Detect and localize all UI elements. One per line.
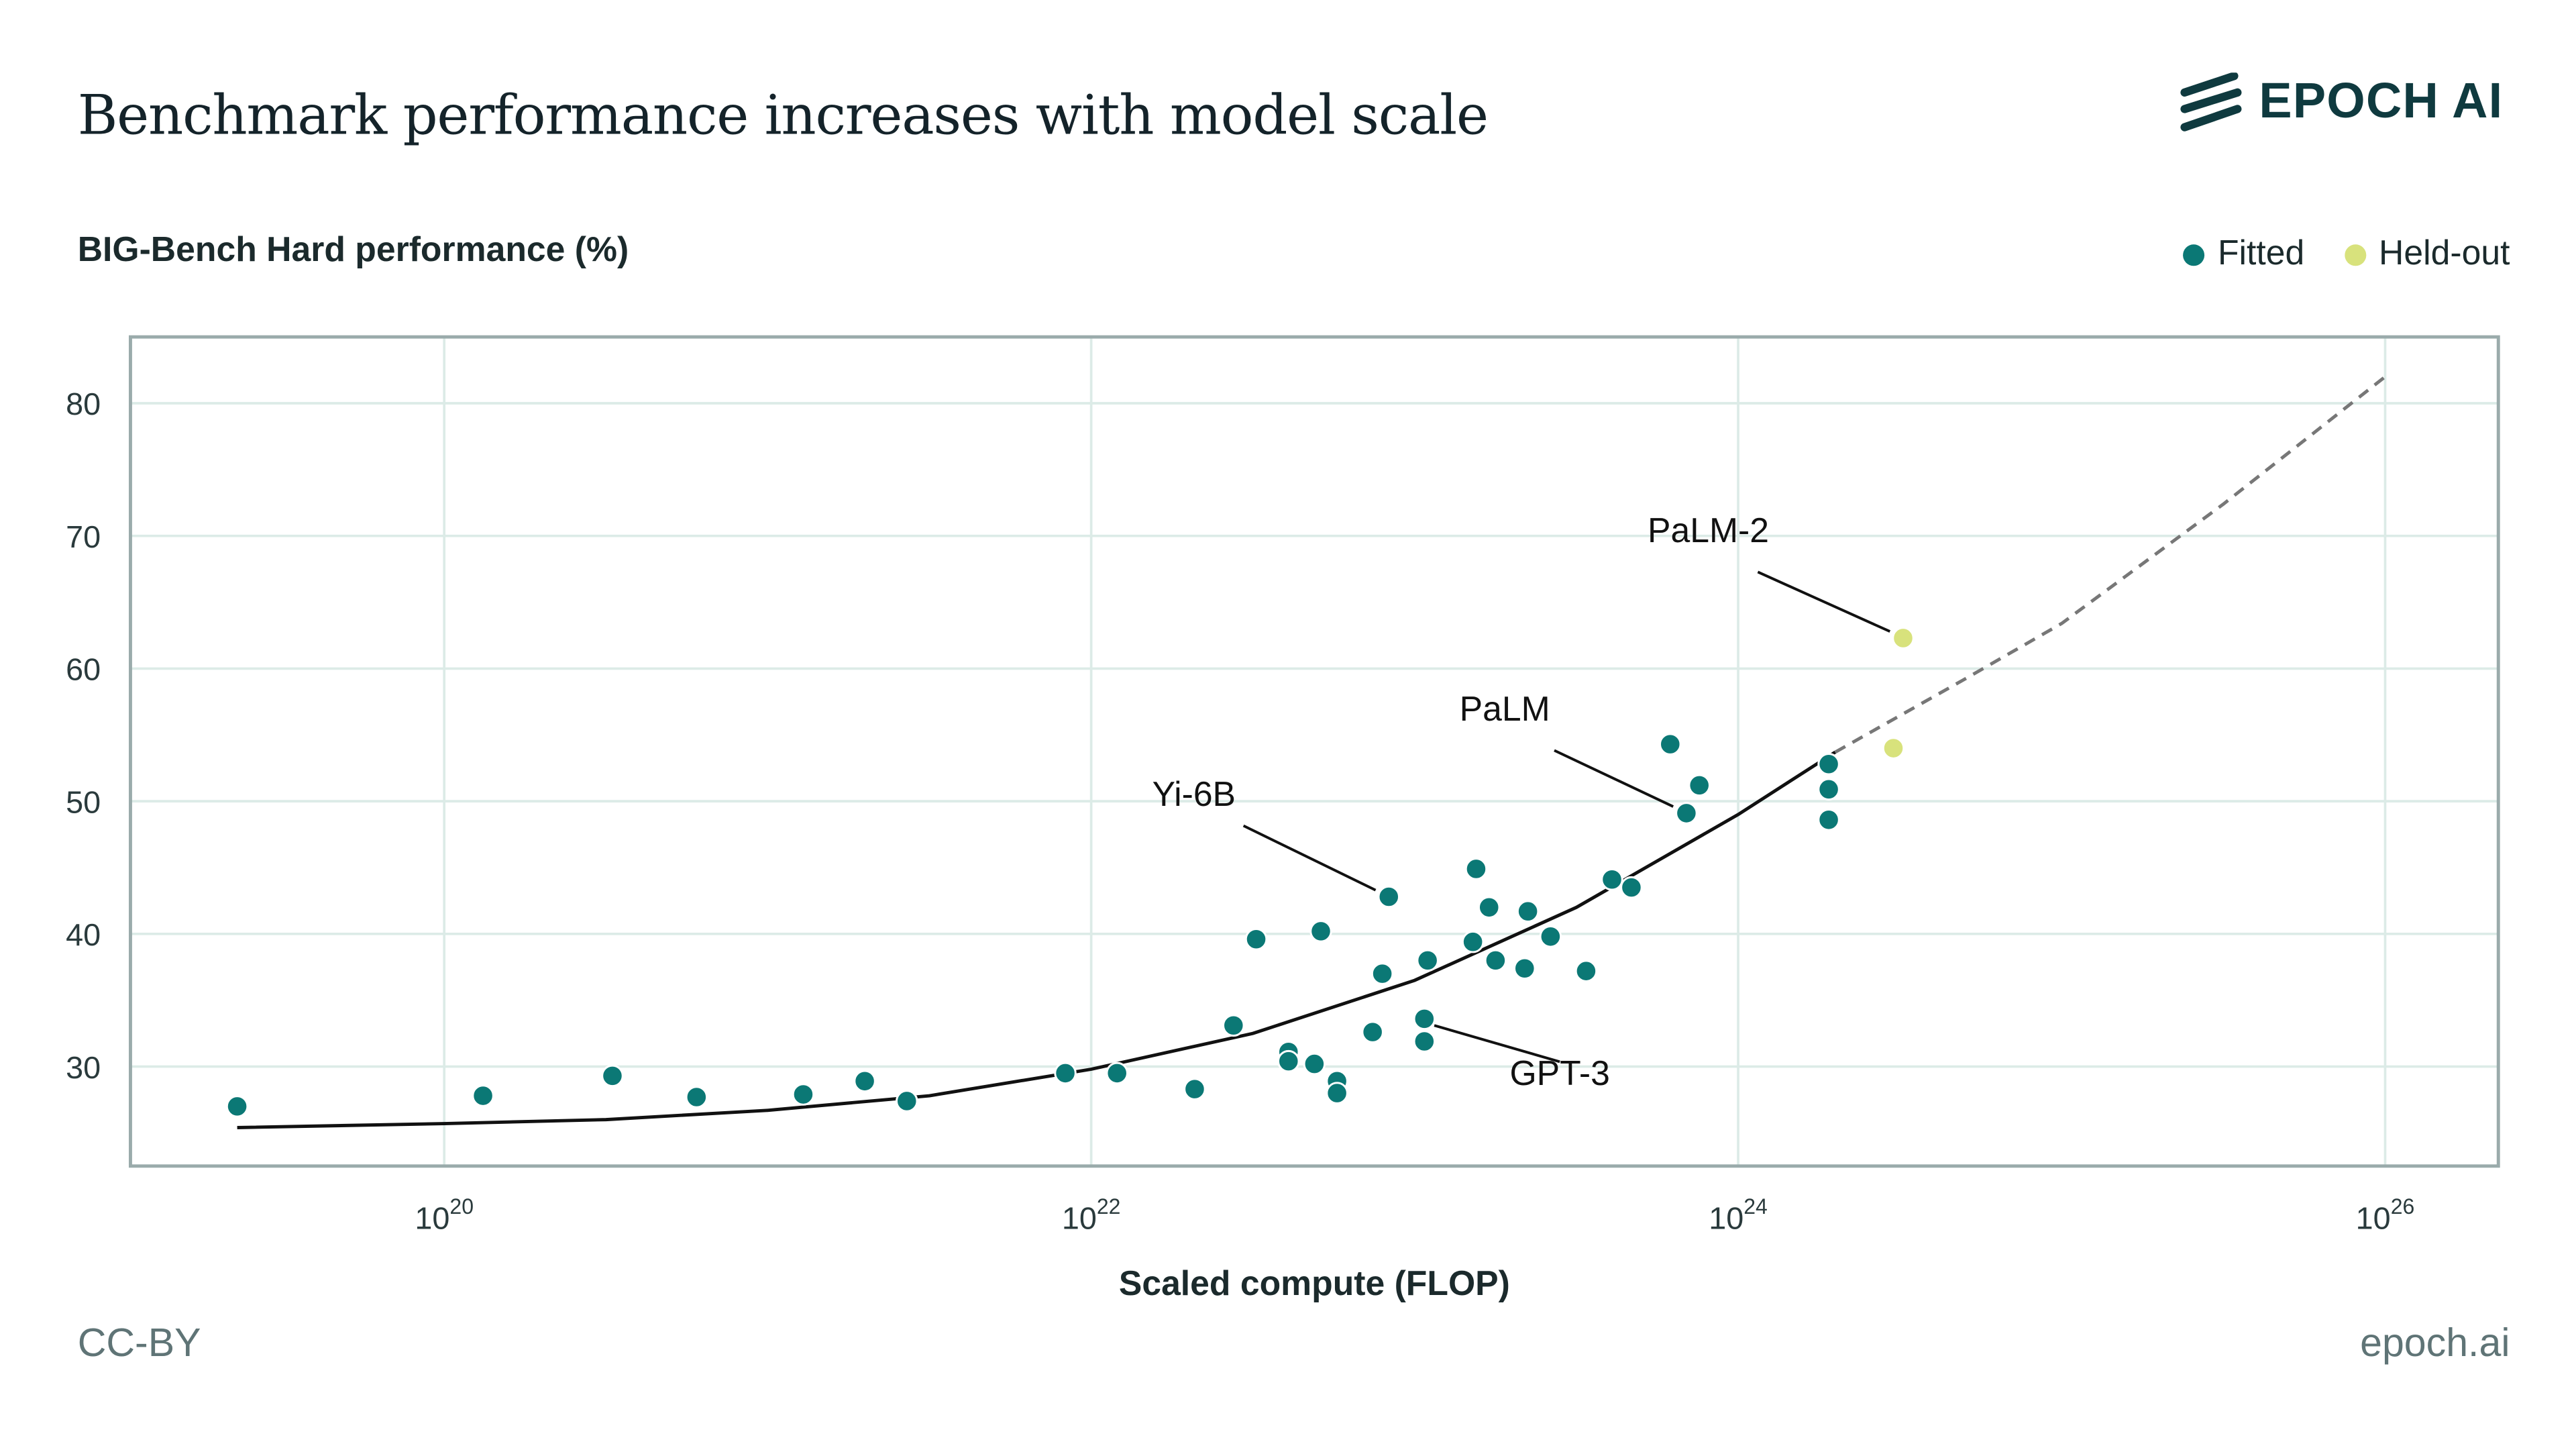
fitted-point	[1244, 928, 1268, 951]
fitted-point	[1303, 1052, 1326, 1076]
fitted-point	[1574, 960, 1598, 982]
fitted-point	[1478, 896, 1501, 919]
site-label: epoch.ai	[2360, 1321, 2510, 1366]
plot-frame	[128, 335, 2500, 1168]
y-axis-label: BIG-Bench Hard performance (%)	[77, 231, 629, 270]
fitted-point	[685, 1086, 708, 1108]
fitted-point	[1817, 809, 1840, 831]
fitted-point	[1183, 1078, 1206, 1100]
legend-label-held-out: Held-out	[2379, 234, 2510, 273]
x-axis-label: Scaled compute (FLOP)	[1119, 1263, 1510, 1302]
fitted-point	[1484, 949, 1507, 972]
fitted-point	[1377, 885, 1401, 909]
y-tick-label: 80	[66, 386, 101, 421]
legend-swatch-fitted	[2183, 244, 2205, 266]
annotation-leader-line	[1242, 824, 1377, 892]
y-tick-label: 50	[66, 784, 101, 819]
license-label: CC-BY	[77, 1321, 201, 1366]
legend-item-fitted: Fitted	[2183, 235, 2304, 274]
x-tick-label: 1022	[1062, 1194, 1121, 1235]
fitted-point	[1464, 858, 1488, 880]
fitted-point	[896, 1090, 918, 1112]
fitted-point	[1516, 900, 1540, 923]
annotation-label: PaLM	[1460, 689, 1550, 728]
fitted-point	[1222, 1014, 1245, 1037]
fitted-point	[1277, 1049, 1300, 1073]
fitted-point	[1817, 753, 1840, 776]
fitted-point	[1371, 962, 1394, 985]
logo-stripes-icon	[2180, 72, 2242, 132]
fitted-point	[792, 1083, 815, 1106]
annotation-label: Yi-6B	[1152, 774, 1236, 813]
fitted-point	[1688, 774, 1711, 797]
fitted-point	[1675, 802, 1698, 825]
fit-curve-dashed-extrapolation	[1834, 375, 2386, 754]
annotation-label: PaLM-2	[1648, 511, 1769, 550]
x-tick-label: 1024	[1709, 1194, 1768, 1235]
y-tick-label: 40	[66, 917, 101, 952]
fitted-point	[472, 1084, 494, 1107]
fitted-point	[225, 1095, 249, 1118]
chart-title: Benchmark performance increases with mod…	[77, 83, 1489, 148]
legend: Fitted Held-out	[2183, 235, 2510, 274]
annotation-label: GPT-3	[1509, 1053, 1609, 1092]
legend-swatch-held-out	[2344, 244, 2366, 266]
y-tick-label: 70	[66, 519, 101, 554]
x-tick-label: 1020	[415, 1194, 474, 1235]
annotation-leader-line	[1757, 570, 1891, 633]
fitted-point	[1513, 957, 1536, 980]
epoch-ai-logo: EPOCH AI	[2180, 72, 2503, 132]
fitted-point	[1361, 1021, 1384, 1043]
fitted-point	[1106, 1061, 1128, 1085]
fitted-point	[1416, 949, 1439, 972]
annotation-leader-line	[1434, 1024, 1560, 1064]
fitted-point	[1413, 1007, 1436, 1031]
logo-text: EPOCH AI	[2259, 74, 2504, 129]
fitted-point	[1413, 1030, 1436, 1053]
fitted-point	[853, 1070, 876, 1093]
x-tick-label: 1026	[2356, 1194, 2415, 1235]
annotation-leader-line	[1554, 749, 1674, 808]
fitted-point	[1601, 868, 1623, 891]
held-out-point	[1882, 737, 1905, 760]
legend-label-fitted: Fitted	[2217, 234, 2305, 273]
fitted-point	[1620, 876, 1643, 899]
fitted-point	[1539, 925, 1562, 948]
fitted-point	[1659, 733, 1682, 756]
fitted-point	[1326, 1082, 1348, 1104]
fitted-point	[1309, 920, 1332, 943]
fitted-point	[1817, 778, 1840, 801]
legend-item-held-out: Held-out	[2344, 235, 2510, 274]
held-out-point	[1892, 627, 1915, 650]
fitted-point	[1054, 1061, 1077, 1085]
y-tick-label: 60	[66, 652, 101, 687]
fitted-point	[601, 1064, 624, 1088]
y-tick-label: 30	[66, 1050, 101, 1085]
fitted-point	[1461, 930, 1485, 953]
